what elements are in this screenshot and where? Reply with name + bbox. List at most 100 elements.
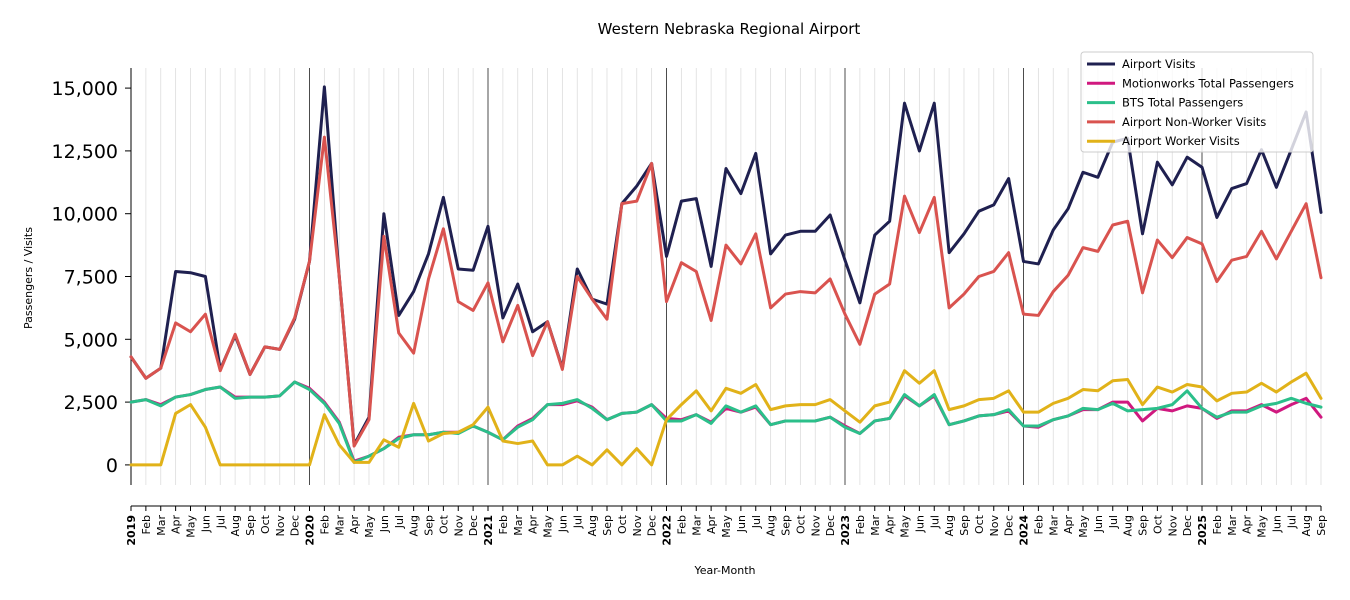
legend-label: Motionworks Total Passengers bbox=[1122, 76, 1294, 90]
x-tick-label-month: Aug bbox=[586, 515, 599, 536]
x-tick-label-month: Feb bbox=[318, 515, 331, 534]
x-tick-label-month: Mar bbox=[690, 515, 703, 536]
x-tick-label-month: Jun bbox=[1092, 515, 1105, 533]
x-tick-label-year: 2020 bbox=[304, 515, 317, 546]
y-tick-label: 15,000 bbox=[52, 78, 118, 100]
x-tick-label-month: Feb bbox=[675, 515, 688, 534]
x-tick-label-month: Oct bbox=[973, 514, 986, 534]
x-tick-label-month: Sep bbox=[244, 515, 257, 536]
x-tick-label-month: May bbox=[185, 515, 198, 538]
legend-label: Airport Worker Visits bbox=[1122, 134, 1240, 148]
x-tick-label-year: 2019 bbox=[125, 515, 138, 546]
x-tick-label-month: Sep bbox=[780, 515, 793, 536]
x-tick-label-month: Nov bbox=[988, 515, 1001, 537]
legend-box bbox=[1080, 51, 1314, 153]
x-tick-label-month: Nov bbox=[809, 515, 822, 537]
series-line-bts-total-passengers bbox=[129, 380, 1323, 464]
x-tick-label-month: Sep bbox=[1137, 515, 1150, 536]
x-tick-label-month: Dec bbox=[1181, 515, 1194, 536]
x-tick-label-month: Jul bbox=[393, 515, 406, 529]
x-tick-label-year: 2022 bbox=[661, 515, 674, 546]
x-tick-label-month: Oct bbox=[437, 514, 450, 534]
x-tick-label-month: Sep bbox=[958, 515, 971, 536]
x-tick-label-month: Mar bbox=[155, 515, 168, 536]
x-tick-label-month: Mar bbox=[333, 515, 346, 536]
x-tick-label-month: Apr bbox=[348, 515, 361, 535]
x-tick-label-year: 2023 bbox=[839, 515, 852, 546]
x-tick-label-month: Jul bbox=[571, 515, 584, 529]
x-tick-label-month: May bbox=[899, 515, 912, 538]
legend-label: Airport Visits bbox=[1122, 57, 1196, 71]
legend-label: Airport Non-Worker Visits bbox=[1122, 115, 1266, 129]
x-tick-label-month: Jul bbox=[750, 515, 763, 529]
x-tick-label-month: Oct bbox=[1151, 514, 1164, 534]
legend: Airport Visits Motionworks Total Passenge… bbox=[1080, 51, 1314, 153]
x-tick-label-month: Jun bbox=[1270, 515, 1283, 533]
x-tick-label-month: Apr bbox=[705, 515, 718, 535]
x-tick-label-month: Dec bbox=[646, 515, 659, 536]
x-tick-label-month: Aug bbox=[765, 515, 778, 536]
x-tick-label-month: Jun bbox=[735, 515, 748, 533]
x-tick-label-month: Mar bbox=[1226, 515, 1239, 536]
series-line-airport-worker-visits bbox=[129, 369, 1323, 467]
x-tick-label-month: Sep bbox=[1315, 515, 1328, 536]
x-tick-label-month: Apr bbox=[1062, 515, 1075, 535]
x-tick-label-month: Apr bbox=[884, 515, 897, 535]
x-tick-label-month: Nov bbox=[452, 515, 465, 537]
x-tick-label-month: Apr bbox=[1241, 515, 1254, 535]
y-axis: 0 2,500 5,000 7,500 10,000 12,500 15,000 bbox=[52, 68, 132, 485]
x-tick-label-month: Feb bbox=[854, 515, 867, 534]
x-tick-label-month: Dec bbox=[467, 515, 480, 536]
legend-label: BTS Total Passengers bbox=[1122, 96, 1243, 110]
y-tick-label: 5,000 bbox=[64, 329, 118, 351]
x-tick-label-month: Nov bbox=[274, 515, 287, 537]
x-tick-label-month: Dec bbox=[289, 515, 302, 536]
x-tick-label-month: Feb bbox=[497, 515, 510, 534]
y-axis-title: Passengers / Visits bbox=[22, 227, 35, 329]
x-tick-label-month: Feb bbox=[140, 515, 153, 534]
y-tick-label: 7,500 bbox=[64, 267, 118, 289]
x-tick-label-month: Dec bbox=[824, 515, 837, 536]
x-tick-label-month: Jul bbox=[928, 515, 941, 529]
x-tick-label-month: May bbox=[1077, 515, 1090, 538]
x-tick-label-month: Nov bbox=[1166, 515, 1179, 537]
x-tick-label-month: Aug bbox=[1122, 515, 1135, 536]
x-tick-label-month: Jun bbox=[913, 515, 926, 533]
series-line-airport-non-worker-visits bbox=[129, 135, 1323, 448]
x-tick-label-month: Nov bbox=[631, 515, 644, 537]
x-tick-label-month: Feb bbox=[1032, 515, 1045, 534]
chart-title: Western Nebraska Regional Airport bbox=[598, 20, 861, 38]
y-tick-label: 12,500 bbox=[52, 141, 118, 163]
y-tick-label: 10,000 bbox=[52, 204, 118, 226]
x-tick-label-month: Oct bbox=[616, 514, 629, 534]
x-tick-label-month: Mar bbox=[1047, 515, 1060, 536]
x-tick-label-month: Mar bbox=[512, 515, 525, 536]
x-tick-label-month: May bbox=[542, 515, 555, 538]
x-tick-label-month: Jul bbox=[1107, 515, 1120, 529]
x-tick-label-year: 2024 bbox=[1018, 515, 1031, 546]
x-tick-label-month: Sep bbox=[601, 515, 614, 536]
x-tick-label-month: Oct bbox=[794, 514, 807, 534]
x-tick-label-month: Aug bbox=[1300, 515, 1313, 536]
x-tick-label-month: Apr bbox=[170, 515, 183, 535]
x-tick-label-month: Sep bbox=[423, 515, 436, 536]
x-tick-label-month: Mar bbox=[869, 515, 882, 536]
x-tick-label-month: Jun bbox=[199, 515, 212, 533]
x-tick-label-month: Aug bbox=[408, 515, 421, 536]
x-tick-label-month: Jul bbox=[1285, 515, 1298, 529]
x-tick-label-month: Jun bbox=[378, 515, 391, 533]
x-axis: 2019 Feb Mar Apr May Jun Jul Aug Sep Oct Nov Dec 202… bbox=[125, 505, 1328, 546]
x-tick-label-month: Apr bbox=[527, 515, 540, 535]
x-tick-label-month: May bbox=[363, 515, 376, 538]
x-tick-label-month: Jul bbox=[214, 515, 227, 529]
x-tick-label-month: Aug bbox=[943, 515, 956, 536]
x-tick-label-month: Jun bbox=[556, 515, 569, 533]
x-tick-label-month: May bbox=[1256, 515, 1269, 538]
x-tick-label-month: Feb bbox=[1211, 515, 1224, 534]
x-tick-label-month: Oct bbox=[259, 514, 272, 534]
y-tick-label: 2,500 bbox=[64, 392, 118, 414]
x-tick-label-month: Aug bbox=[229, 515, 242, 536]
x-axis-title: Year-Month bbox=[693, 564, 755, 577]
x-tick-label-month: Dec bbox=[1003, 515, 1016, 536]
